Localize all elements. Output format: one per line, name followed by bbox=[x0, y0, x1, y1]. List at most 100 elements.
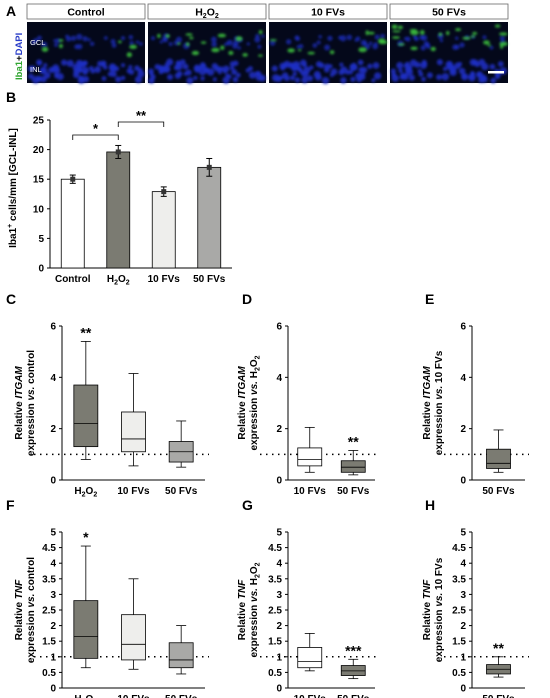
panel-letter-g: G bbox=[242, 497, 253, 513]
header-control: Control bbox=[26, 3, 146, 20]
y-tick-label: 2 bbox=[276, 621, 282, 632]
y-tick-label: 4 bbox=[460, 373, 466, 384]
y-tick-label: 2.5 bbox=[452, 606, 466, 617]
box-iqr bbox=[121, 614, 146, 661]
y-tick-label: 3 bbox=[50, 590, 56, 601]
y-tick-label: 4 bbox=[50, 373, 56, 384]
svg-text:Iba1+DAPI: Iba1+DAPI bbox=[14, 33, 25, 80]
y-tick-label: 0.5 bbox=[268, 668, 282, 679]
y-tick-label: 2 bbox=[460, 621, 466, 632]
y-axis-label-line1: Relative ITGAM bbox=[14, 366, 25, 440]
significance-label: ** bbox=[493, 640, 504, 656]
y-tick-label: 1.5 bbox=[268, 637, 282, 648]
box-2 bbox=[340, 658, 366, 680]
box-3 bbox=[168, 625, 194, 675]
panel-b-sig-bracket bbox=[117, 121, 165, 127]
y-axis-label-line1: Relative ITGAM bbox=[422, 366, 433, 440]
micrograph-images bbox=[27, 22, 508, 85]
box-2 bbox=[121, 373, 146, 467]
y-tick-label: 4 bbox=[276, 559, 282, 570]
y-tick-label: 6 bbox=[460, 322, 466, 333]
header-h2o2-o: O bbox=[207, 7, 215, 19]
box-1 bbox=[486, 429, 511, 473]
panel-b-xtick-label: Control bbox=[55, 274, 91, 285]
panel-g-box-plot: 0 0.5 1 1.5 2 2.5 3 3.5 4 4.5 5 Relative TNFexpress… bbox=[237, 528, 379, 698]
panel-b-ytick-label: 5 bbox=[38, 234, 44, 245]
micrograph-background bbox=[148, 22, 266, 83]
panel-b-mean-marker bbox=[161, 189, 167, 195]
y-axis-label-line2: expression vs. control bbox=[26, 557, 37, 663]
y-tick-label: 3 bbox=[460, 590, 466, 601]
box-iqr bbox=[168, 642, 194, 669]
y-axis-label-line2: expression vs. H2O2 bbox=[249, 562, 262, 657]
panel-b-bar bbox=[197, 166, 222, 269]
dapi-nuclei bbox=[390, 33, 508, 84]
box-1 bbox=[73, 340, 99, 460]
y-tick-label: 1.5 bbox=[452, 637, 466, 648]
y-tick-label: 5 bbox=[460, 528, 466, 539]
x-tick-label: 10 FVs bbox=[294, 486, 327, 497]
y-tick-label: 0 bbox=[276, 476, 282, 487]
x-tick-label: H2O2 bbox=[74, 486, 97, 499]
header-10fvs: 10 FVs bbox=[268, 3, 388, 20]
panel-b-ytick-label: 10 bbox=[33, 204, 45, 215]
panel-b-ytick-label: 20 bbox=[33, 145, 45, 156]
micrograph-4 bbox=[390, 22, 508, 84]
y-tick-label: 4.5 bbox=[268, 543, 282, 554]
panel-letter-h: H bbox=[425, 497, 435, 513]
significance-label: ** bbox=[348, 433, 359, 449]
header-h2o2-h: H bbox=[195, 7, 203, 19]
y-tick-label: 5 bbox=[276, 528, 282, 539]
iba1-cells bbox=[391, 24, 508, 52]
box-1 bbox=[73, 545, 99, 669]
y-tick-label: 5 bbox=[50, 528, 56, 539]
panel-h-box-plot: 0 0.5 1 1.5 2 2.5 3 3.5 4 4.5 5 Relative TNFexpress… bbox=[422, 528, 529, 698]
dapi-nuclei bbox=[27, 33, 145, 84]
panel-b-bar bbox=[151, 191, 176, 269]
y-tick-label: 6 bbox=[276, 322, 282, 333]
y-tick-label: 0 bbox=[50, 684, 56, 695]
panel-b-ylabel-pre: Iba1 bbox=[8, 227, 19, 247]
scale-bar bbox=[488, 71, 504, 74]
iba1-cells bbox=[41, 39, 137, 58]
panel-b-ylabel-post: cells/mm [GCL-INL] bbox=[8, 128, 19, 224]
box-iqr bbox=[340, 460, 366, 473]
iba1-label: Iba1 bbox=[14, 60, 25, 80]
box-iqr bbox=[297, 447, 323, 467]
x-tick-label: 50 FVs bbox=[165, 694, 198, 698]
y-axis-label-line2: expression vs. 10 FVs bbox=[434, 350, 445, 455]
svg-text:H2O2: H2O2 bbox=[195, 7, 219, 21]
dapi-nuclei bbox=[269, 33, 385, 85]
y-tick-label: 4 bbox=[460, 559, 466, 570]
y-tick-label: 1 bbox=[50, 652, 56, 663]
y-tick-label: 2 bbox=[460, 424, 466, 435]
box-iqr bbox=[297, 647, 323, 669]
x-tick-label: 50 FVs bbox=[482, 694, 515, 698]
header-h2o2-sub1: 2 bbox=[203, 13, 207, 20]
significance-label: * bbox=[83, 529, 89, 545]
y-tick-label: 1.5 bbox=[42, 637, 56, 648]
panel-letter-e: E bbox=[425, 291, 434, 307]
x-tick-label: 50 FVs bbox=[165, 486, 198, 497]
box-iqr bbox=[486, 448, 511, 469]
y-axis-label-line1: Relative TNF bbox=[14, 579, 25, 640]
header-10fvs-label: 10 FVs bbox=[311, 7, 345, 19]
panel-letter-c: C bbox=[6, 291, 16, 307]
panel-a-micrographs: Iba1+DAPI Control H2O2 10 FVs 50 FVs GCL… bbox=[14, 3, 509, 85]
y-tick-label: 3 bbox=[276, 590, 282, 601]
y-axis-label-line2: expression vs. 10 FVs bbox=[434, 557, 445, 662]
panel-b-bar bbox=[106, 151, 131, 269]
dapi-label: DAPI bbox=[14, 33, 25, 56]
x-tick-label: 10 FVs bbox=[117, 486, 150, 497]
x-tick-label: 50 FVs bbox=[337, 694, 370, 698]
y-tick-label: 2 bbox=[50, 424, 56, 435]
micrograph-1 bbox=[27, 22, 145, 84]
micrograph-3 bbox=[269, 22, 388, 85]
